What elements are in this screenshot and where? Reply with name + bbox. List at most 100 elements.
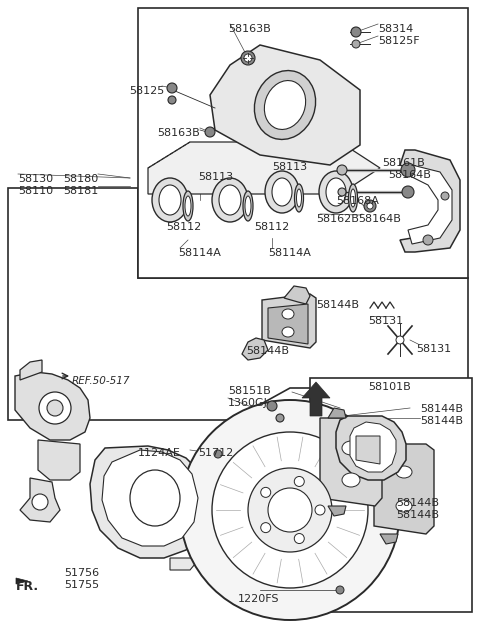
Circle shape [168,96,176,104]
Ellipse shape [183,191,193,221]
Circle shape [396,336,404,344]
Circle shape [244,54,252,62]
Text: 58314: 58314 [378,24,413,34]
Ellipse shape [282,309,294,319]
Text: 58164B: 58164B [358,214,401,224]
Circle shape [214,450,222,458]
Polygon shape [262,294,316,348]
Circle shape [336,586,344,594]
Text: 58151B: 58151B [228,386,271,396]
Ellipse shape [264,81,306,129]
Circle shape [276,414,284,422]
Polygon shape [328,408,346,418]
Polygon shape [20,360,42,380]
Polygon shape [268,304,308,344]
Text: REF.50-517: REF.50-517 [72,376,131,386]
Circle shape [402,186,414,198]
Ellipse shape [282,327,294,337]
Polygon shape [284,286,310,304]
Text: 58113: 58113 [198,172,233,182]
Polygon shape [148,142,380,194]
Text: 1124AE: 1124AE [138,448,181,458]
Polygon shape [242,338,268,360]
Circle shape [47,400,63,416]
Text: 58144B: 58144B [420,416,463,426]
Circle shape [338,188,346,196]
Polygon shape [380,534,398,544]
Text: 58168A: 58168A [336,196,379,206]
Ellipse shape [319,171,353,213]
Polygon shape [408,165,452,244]
Text: 51712: 51712 [198,448,233,458]
Ellipse shape [396,500,412,512]
Text: 58144B: 58144B [246,346,289,356]
Circle shape [248,468,332,552]
Ellipse shape [243,191,253,221]
Ellipse shape [295,184,303,212]
Ellipse shape [342,473,360,487]
Text: 58125F: 58125F [378,36,420,46]
Circle shape [294,534,304,543]
Circle shape [167,83,177,93]
Text: 58144B: 58144B [396,498,439,508]
Text: FR.: FR. [16,580,39,593]
Circle shape [351,27,361,37]
Circle shape [261,522,271,533]
Ellipse shape [130,470,180,526]
Text: 58110: 58110 [18,186,53,196]
Circle shape [261,487,271,497]
Circle shape [352,40,360,48]
Text: 58114A: 58114A [178,248,221,258]
Text: 58131: 58131 [416,344,451,354]
Circle shape [241,51,255,65]
Text: 58130: 58130 [18,174,53,184]
Circle shape [315,505,325,515]
Ellipse shape [342,441,360,455]
Polygon shape [102,450,198,546]
Circle shape [441,192,449,200]
Text: 58162B: 58162B [316,214,359,224]
Text: 58180: 58180 [63,174,98,184]
Circle shape [401,163,415,177]
Circle shape [205,127,215,137]
Ellipse shape [348,184,358,212]
Polygon shape [336,416,406,480]
Bar [138,8,468,278]
Text: 58144B: 58144B [316,300,359,310]
Circle shape [180,400,400,620]
Polygon shape [38,440,80,480]
Text: 58163B: 58163B [228,24,271,34]
Text: 58144B: 58144B [396,510,439,520]
Text: 58112: 58112 [166,222,201,232]
Circle shape [39,392,71,424]
Ellipse shape [265,171,299,213]
Polygon shape [302,382,330,416]
Ellipse shape [159,185,181,215]
Circle shape [364,200,376,212]
Text: 58131: 58131 [368,316,403,326]
Ellipse shape [254,71,316,139]
Polygon shape [350,422,396,472]
Polygon shape [90,446,208,558]
Text: 58144B: 58144B [420,404,463,414]
Text: 58113: 58113 [272,162,307,172]
Circle shape [337,165,347,175]
Bar [310,378,472,612]
Polygon shape [400,150,460,252]
Ellipse shape [152,178,188,222]
Text: 58164B: 58164B [388,170,431,180]
Polygon shape [328,506,346,516]
Polygon shape [15,372,90,440]
Polygon shape [374,444,434,534]
Circle shape [423,235,433,245]
Polygon shape [8,188,468,420]
Circle shape [212,432,368,588]
Ellipse shape [297,189,301,207]
Ellipse shape [326,178,346,206]
Text: 58125: 58125 [129,86,164,96]
Text: 58163B: 58163B [157,128,200,138]
Text: 1220FS: 1220FS [238,594,279,604]
Text: 1360GJ: 1360GJ [228,398,268,408]
Text: 58181: 58181 [63,186,98,196]
Polygon shape [170,558,200,570]
